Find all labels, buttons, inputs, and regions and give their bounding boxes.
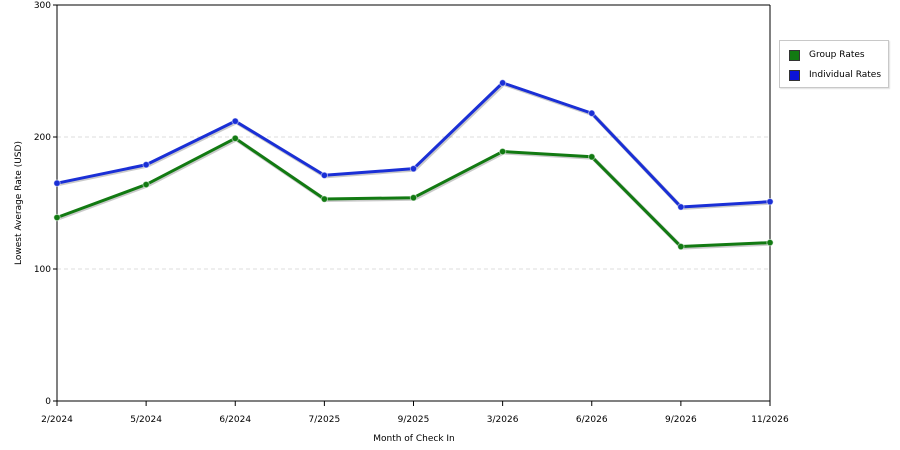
- x-tick-label: 9/2026: [665, 415, 697, 425]
- y-tick-label: 0: [45, 397, 51, 407]
- y-tick-label: 100: [34, 265, 51, 275]
- x-tick-label: 2/2024: [41, 415, 73, 425]
- data-point: [142, 161, 150, 169]
- legend-label-individual-rates: Individual Rates: [809, 70, 882, 80]
- data-point: [409, 164, 418, 173]
- data-point: [498, 147, 507, 156]
- x-tick-label: 7/2025: [309, 415, 341, 425]
- data-point: [231, 134, 239, 143]
- data-point: [588, 109, 596, 117]
- x-ticks: 2/2024 5/2024 6/2024 7/2025 9/2025 3/2026 6/20…: [41, 401, 789, 425]
- data-point: [320, 171, 329, 179]
- series-group-rates: [53, 134, 774, 251]
- data-point: [677, 242, 685, 251]
- x-tick-label: 3/2026: [487, 415, 519, 425]
- y-tick-label: 300: [34, 1, 51, 11]
- series-line: [56, 81, 771, 209]
- chart-series: [53, 79, 774, 251]
- series-individual-rates: [53, 79, 774, 211]
- x-tick-label: 6/2024: [219, 415, 251, 425]
- y-axis-title: Lowest Average Rate (USD): [14, 141, 24, 265]
- data-point: [53, 179, 61, 187]
- data-point: [231, 117, 239, 125]
- legend-swatch-individual-rates: [789, 69, 800, 81]
- data-point: [766, 238, 774, 247]
- x-axis-title: Month of Check In: [373, 434, 455, 444]
- legend-label-group-rates: Group Rates: [809, 50, 865, 60]
- data-point: [498, 79, 507, 87]
- legend-item-individual-rates: Individual Rates: [789, 68, 881, 82]
- data-point: [766, 197, 774, 206]
- data-point: [53, 213, 61, 222]
- data-point: [320, 195, 329, 203]
- data-point: [409, 194, 418, 202]
- chart-axes: [56, 4, 771, 402]
- x-tick-label: 6/2026: [576, 415, 608, 425]
- legend-item-group-rates: Group Rates: [789, 48, 865, 62]
- y-tick-label: 200: [34, 133, 51, 143]
- y-ticks: 0 100 200 300: [34, 1, 57, 407]
- data-point: [588, 153, 596, 161]
- data-point: [142, 180, 150, 189]
- x-tick-label: 5/2024: [130, 415, 162, 425]
- x-tick-label: 9/2025: [398, 415, 430, 425]
- chart-legend: Group Rates Individual Rates: [779, 40, 889, 88]
- legend-swatch-group-rates: [789, 49, 800, 61]
- data-point: [677, 203, 685, 211]
- x-tick-label: 11/2026: [751, 415, 789, 425]
